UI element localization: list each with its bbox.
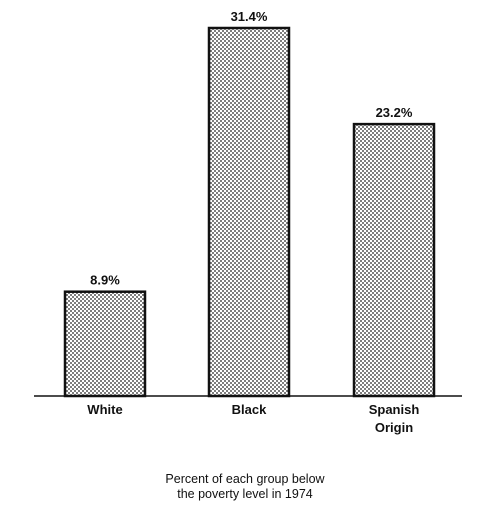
labels-group: 8.9% White 31.4% Black 23.2% Spanish Origin bbox=[87, 9, 419, 435]
bar-3 bbox=[352, 122, 436, 398]
bar-2 bbox=[207, 26, 291, 398]
bars-group bbox=[63, 26, 436, 398]
value-label-2: 31.4% bbox=[231, 9, 268, 24]
bar-1 bbox=[63, 290, 147, 398]
value-label-1: 8.9% bbox=[90, 273, 120, 288]
value-label-3: 23.2% bbox=[376, 105, 413, 120]
caption-line-2: the poverty level in 1974 bbox=[177, 487, 313, 501]
category-label-2: Black bbox=[232, 402, 267, 417]
category-label-3-line-2: Origin bbox=[375, 420, 413, 435]
caption-line-1: Percent of each group below bbox=[165, 472, 325, 486]
category-label-1: White bbox=[87, 402, 122, 417]
category-label-3-line-1: Spanish bbox=[369, 402, 420, 417]
